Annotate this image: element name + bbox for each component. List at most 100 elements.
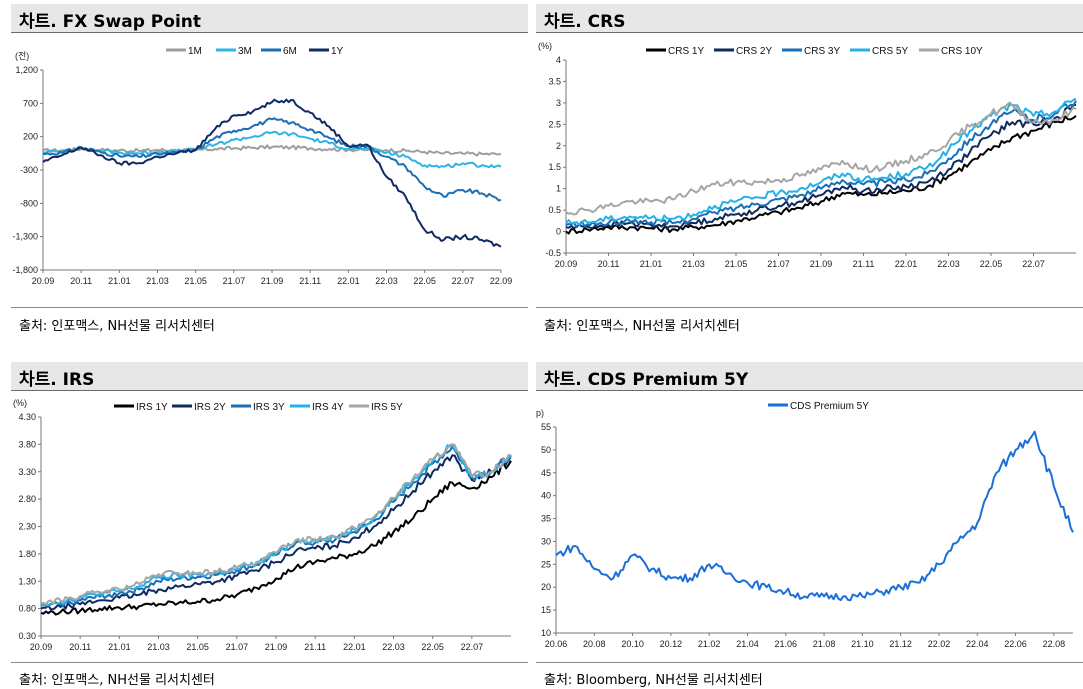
cds-y-tick-label: 10 [541,628,551,638]
fx-y-tick-label: -1,800 [12,265,38,275]
fx-swap-header: 차트. FX Swap Point [11,4,528,33]
cds-x-tick-label: 22.04 [966,639,989,649]
crs-legend-label: CRS 3Y [804,46,840,57]
irs-source: 출처: 인포맥스, NH선물 리서치센터 [19,673,215,688]
fx-swap-source: 출처: 인포맥스, NH선물 리서치센터 [19,319,215,334]
cds-header: 차트. CDS Premium 5Y [536,362,1083,391]
fx-legend-label: 6M [283,46,297,57]
cds-x-tick-label: 22.02 [928,639,951,649]
irs-x-tick-label: 21.07 [226,642,249,652]
irs-y-tick-label: 1.30 [18,576,36,586]
irs-y-tick-label: 0.30 [18,631,36,641]
irs-y-tick-label: 2.80 [18,494,36,504]
cds-x-tick-label: 20.10 [621,639,644,649]
crs-x-tick-label: 22.07 [1022,259,1045,269]
fx-swap-divider [11,307,528,308]
cds-x-tick-label: 21.02 [698,639,721,649]
crs-header: 차트. CRS [536,4,1083,33]
irs-series-irs-5y [40,443,512,606]
fx-legend-label: 1Y [331,46,344,57]
irs-x-tick-label: 21.09 [265,642,288,652]
fx-x-tick-label: 22.09 [490,276,513,286]
crs-chart: (%) 4 3.5 3 2.5 2 1.5 1 0.5 0 -0.520.09 20.11 21.01 2… [538,41,1077,269]
crs-panel: 차트. CRS (%) 4 3.5 3 2.5 2 1.5 1 0.5 0 -0.5 20.09 20.… [536,4,1083,334]
fx-series-1m [42,144,502,157]
irs-legend-label: IRS 1Y [136,402,168,413]
crs-x-tick-label: 21.05 [725,259,748,269]
irs-series-irs-4y [40,443,512,607]
cds-y-tick-label: 20 [541,582,551,592]
fx-y-tick-label: 1,200 [15,65,38,75]
cds-y-tick-label: 50 [541,445,551,455]
fx-series-6m [43,117,502,202]
fx-y-tick-label: 200 [23,132,38,142]
crs-series-crs-1y [565,115,1077,235]
fx-series-1y [42,98,502,248]
fx-x-tick-label: 21.03 [146,276,169,286]
crs-source: 출처: 인포맥스, NH선물 리서치센터 [544,319,740,334]
crs-x-tick-label: 21.01 [640,259,663,269]
crs-y-tick-label: 2.5 [548,119,561,129]
crs-legend-label: CRS 2Y [736,46,772,57]
fx-y-tick-label: 700 [23,98,38,108]
crs-x-tick-label: 20.09 [555,259,578,269]
irs-series-irs-1y [40,460,512,616]
irs-x-tick-label: 22.07 [461,642,484,652]
crs-legend-label: CRS 1Y [668,46,704,57]
crs-y-tick-label: 1 [556,184,561,194]
crs-legend-label: CRS 5Y [872,46,908,57]
irs-x-tick-label: 21.05 [186,642,209,652]
cds-x-tick-label: 21.06 [775,639,798,649]
crs-unit-label: (%) [538,41,552,51]
cds-y-tick-label: 15 [541,605,551,615]
crs-x-tick-label: 21.09 [810,259,833,269]
cds-unit-label: (bp) [536,408,544,418]
crs-legend-label: CRS 10Y [941,46,983,57]
cds-y-tick-label: 55 [541,422,551,432]
fx-x-tick-label: 20.11 [70,276,92,286]
cds-y-tick-label: 40 [541,491,551,501]
crs-series-crs-5y [565,97,1077,226]
irs-x-tick-label: 21.03 [147,642,170,652]
irs-x-tick-label: 22.05 [421,642,444,652]
crs-y-tick-label: 1.5 [548,162,561,172]
fx-x-tick-label: 22.03 [375,276,398,286]
cds-x-tick-label: 22.08 [1043,639,1066,649]
irs-x-tick-label: 20.11 [69,642,91,652]
crs-x-tick-label: 21.11 [853,259,875,269]
irs-y-tick-label: 3.80 [18,439,36,449]
cds-divider [536,662,1083,663]
irs-divider [11,662,528,663]
cds-x-tick-label: 21.08 [813,639,836,649]
fx-y-tick-label: -300 [20,165,38,175]
irs-y-tick-label: 1.80 [18,549,36,559]
irs-header: 차트. IRS [11,362,528,391]
fx-x-tick-label: 21.01 [108,276,131,286]
crs-x-tick-label: 21.07 [767,259,790,269]
cds-x-tick-label: 20.12 [660,639,683,649]
crs-x-tick-label: 22.03 [937,259,960,269]
fx-unit-label: (전) [15,51,29,61]
fx-y-tick-label: -800 [20,198,38,208]
irs-x-tick-label: 21.11 [304,642,326,652]
irs-legend-label: IRS 2Y [194,402,226,413]
crs-x-tick-label: 22.01 [895,259,918,269]
irs-x-tick-label: 21.01 [108,642,131,652]
irs-title: 차트. IRS [19,370,95,390]
fx-x-tick-label: 22.01 [337,276,360,286]
cds-x-tick-label: 21.04 [736,639,759,649]
irs-x-tick-label: 22.03 [382,642,405,652]
cds-y-tick-label: 30 [541,536,551,546]
crs-y-tick-label: -0.5 [545,248,561,258]
irs-y-tick-label: 3.30 [18,467,36,477]
fx-x-tick-label: 21.11 [299,276,321,286]
cds-source: 출처: Bloomberg, NH선물 리서치센터 [544,673,763,688]
crs-x-tick-label: 22.05 [980,259,1003,269]
fx-swap-title: 차트. FX Swap Point [19,12,201,32]
fx-legend-label: 1M [188,46,202,57]
crs-series-crs-2y [565,103,1077,230]
fx-x-tick-label: 22.07 [452,276,475,286]
cds-x-tick-label: 20.06 [545,639,568,649]
crs-y-tick-label: 2 [556,141,561,151]
